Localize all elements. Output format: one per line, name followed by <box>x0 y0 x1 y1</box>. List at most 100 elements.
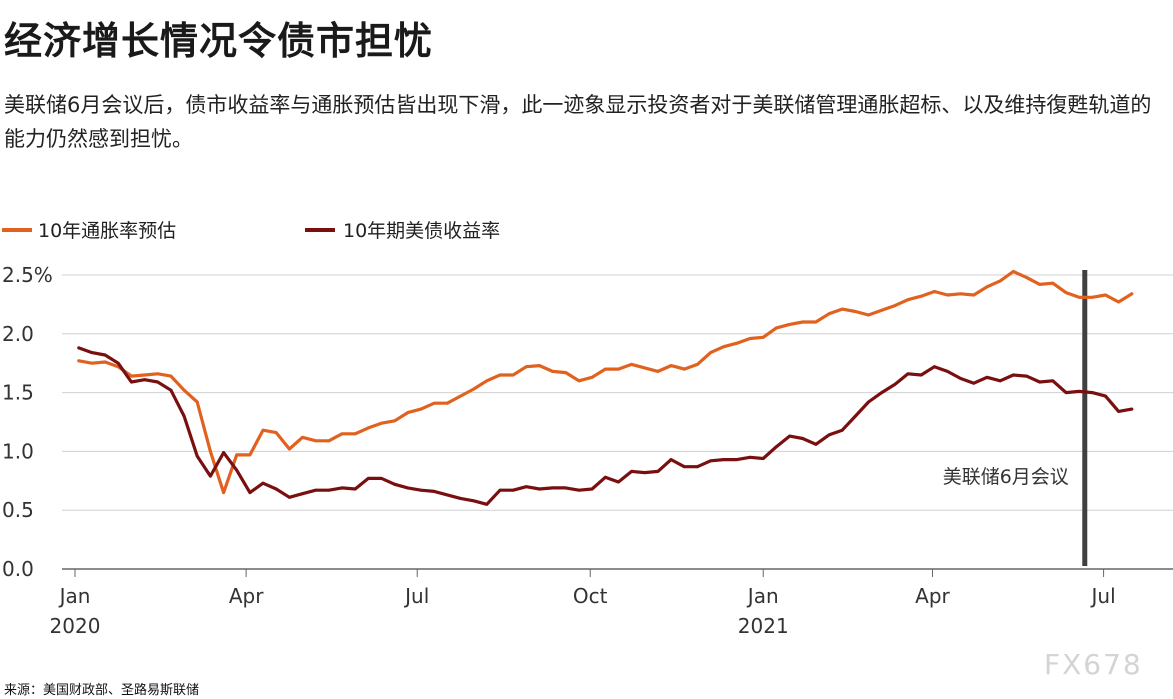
data-point-yield <box>432 490 436 493</box>
data-point-yield <box>1064 391 1068 394</box>
data-point-yield <box>1038 380 1042 384</box>
data-point-yield <box>630 470 633 473</box>
data-point-yield <box>182 414 186 418</box>
data-point-yield <box>643 471 647 474</box>
x-tick-year-label: 2020 <box>50 614 101 638</box>
data-point-inflation <box>564 371 568 374</box>
data-point-inflation <box>511 373 515 377</box>
data-point-yield <box>340 486 344 490</box>
data-point-yield <box>406 486 410 490</box>
data-point-inflation <box>933 290 936 293</box>
data-point-yield <box>959 377 963 380</box>
x-tick-label: Oct <box>573 584 608 608</box>
data-point-inflation <box>682 367 686 371</box>
data-point-yield <box>90 351 94 354</box>
data-point-yield <box>603 475 607 479</box>
data-point-yield <box>261 481 265 485</box>
data-point-inflation <box>1104 293 1107 297</box>
data-point-inflation <box>643 366 647 370</box>
data-point-inflation <box>946 293 949 297</box>
legend-swatch-inflation <box>2 228 32 232</box>
data-point-inflation <box>959 292 963 296</box>
data-point-yield <box>1025 374 1028 378</box>
data-point-yield <box>143 378 147 382</box>
data-point-yield <box>366 477 370 480</box>
data-point-yield <box>722 458 726 461</box>
y-tick-label: 1.5 <box>2 381 34 405</box>
data-point-inflation <box>235 453 239 457</box>
data-point-yield <box>288 495 291 499</box>
data-point-yield <box>314 488 318 492</box>
data-point-inflation <box>1130 292 1134 296</box>
data-point-inflation <box>788 323 791 326</box>
data-point-yield <box>327 488 331 492</box>
data-point-yield <box>840 428 844 432</box>
data-point-inflation <box>485 379 489 383</box>
data-point-inflation <box>169 374 173 378</box>
data-point-inflation <box>327 439 331 443</box>
data-point-yield <box>564 486 568 490</box>
data-point-yield <box>775 445 778 449</box>
data-point-inflation <box>366 426 370 430</box>
data-point-yield <box>459 497 462 500</box>
data-point-yield <box>77 346 81 350</box>
data-point-inflation <box>90 361 94 365</box>
data-point-yield <box>524 485 528 489</box>
data-point-yield <box>1117 410 1120 413</box>
data-point-yield <box>1130 407 1134 411</box>
data-point-inflation <box>498 373 502 377</box>
data-point-inflation <box>538 364 541 367</box>
data-point-yield <box>274 487 278 491</box>
x-tick-label: Jan <box>746 584 779 608</box>
chart-subtitle: 美联储6月会议后，债市收益率与通胀预估皆出现下滑，此一迹象显示投资者对于美联储管… <box>4 93 1152 151</box>
data-point-yield <box>590 487 594 491</box>
data-point-yield <box>919 373 923 377</box>
data-point-inflation <box>603 367 607 371</box>
data-point-yield <box>814 442 818 446</box>
x-tick-label: Jul <box>1090 584 1116 608</box>
legend-label-inflation: 10年通胀率预估 <box>38 220 177 242</box>
data-point-yield <box>788 434 791 438</box>
x-tick-label: Apr <box>229 584 264 608</box>
data-point-inflation <box>380 421 383 425</box>
data-point-yield <box>301 492 304 496</box>
data-point-inflation <box>261 428 265 432</box>
data-point-yield <box>854 414 857 418</box>
data-point-inflation <box>288 447 291 451</box>
data-point-yield <box>169 388 173 392</box>
data-point-yield <box>1077 390 1081 393</box>
data-point-inflation <box>630 363 633 366</box>
data-point-yield <box>393 482 397 486</box>
data-point-inflation <box>748 337 752 340</box>
data-point-yield <box>906 372 910 376</box>
data-point-yield <box>933 365 936 369</box>
data-point-yield <box>998 379 1002 383</box>
data-point-yield <box>195 454 199 458</box>
data-point-yield <box>972 381 976 385</box>
data-point-inflation <box>195 400 199 404</box>
data-point-yield <box>353 487 357 491</box>
data-point-yield <box>617 480 620 484</box>
data-point-yield <box>1104 394 1107 398</box>
x-tick-label: Jan <box>58 584 91 608</box>
data-point-inflation <box>301 435 304 439</box>
data-point-yield <box>682 465 686 469</box>
data-point-inflation <box>353 432 357 436</box>
data-point-inflation <box>840 307 844 311</box>
data-point-yield <box>656 470 660 473</box>
x-tick-label: Jul <box>403 584 429 608</box>
data-point-inflation <box>814 320 818 324</box>
data-point-inflation <box>314 439 318 443</box>
data-point-yield <box>103 353 107 357</box>
data-point-yield <box>445 493 449 497</box>
data-point-yield <box>235 468 239 472</box>
data-point-yield <box>485 502 489 506</box>
data-point-inflation <box>972 293 976 297</box>
y-tick-label: 2.5% <box>2 263 53 287</box>
y-tick-label: 0.0 <box>2 557 34 581</box>
data-point-inflation <box>998 279 1002 283</box>
data-point-inflation <box>1025 276 1028 279</box>
data-point-yield <box>696 465 699 469</box>
data-point-inflation <box>1117 300 1120 304</box>
chart-title: 经济增长情况令债市担忧 <box>4 19 434 63</box>
